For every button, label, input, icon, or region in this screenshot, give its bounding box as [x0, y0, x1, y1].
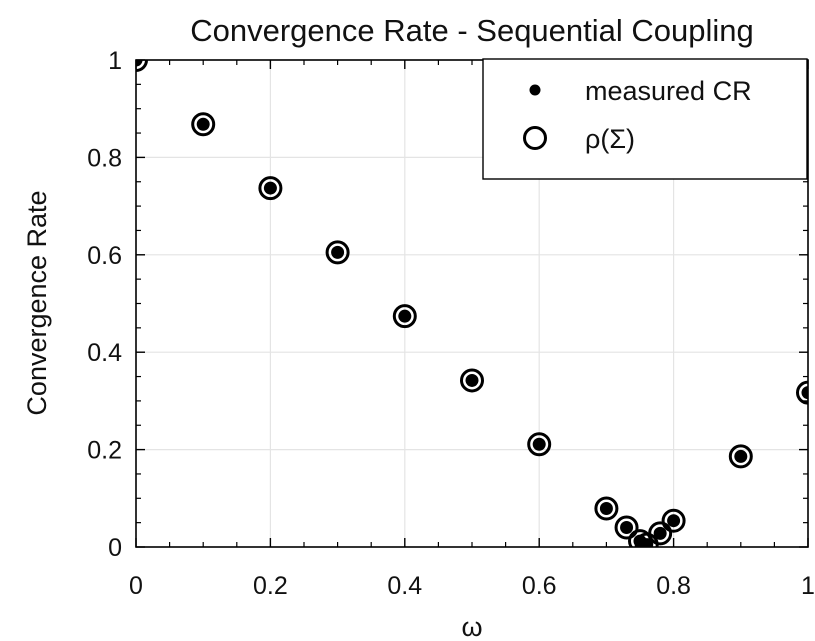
- rho-sigma-point: [258, 176, 283, 201]
- y-tick-label: 0.4: [87, 339, 122, 367]
- measured-cr-point: [465, 373, 479, 387]
- rho-sigma-point: [191, 112, 216, 137]
- y-tick-label: 0.2: [87, 437, 122, 465]
- x-tick-label: 0.2: [253, 572, 288, 600]
- rho-sigma-point: [728, 444, 753, 469]
- measured-cr-point: [263, 181, 277, 195]
- rho-sigma-point: [628, 529, 652, 547]
- data-points: [136, 60, 808, 547]
- measured-cr-point: [667, 514, 681, 528]
- y-tick-label: 0.8: [87, 144, 122, 172]
- legend-measured-marker: [529, 84, 541, 96]
- rho-sigma-point: [796, 380, 808, 405]
- rho-sigma-point: [594, 496, 619, 521]
- legend-rho-marker: [523, 126, 547, 150]
- measured-cr-point: [331, 245, 345, 259]
- x-tick-label: 0.6: [522, 572, 557, 600]
- rho-sigma-point: [325, 240, 350, 265]
- measured-cr-point: [653, 526, 667, 540]
- rho-sigma-point: [661, 508, 686, 533]
- rho-sigma-point: [527, 432, 552, 457]
- legend: measured CR ρ(Σ): [482, 58, 808, 180]
- measured-cr-point: [620, 521, 634, 535]
- measured-cr-point: [196, 117, 210, 131]
- x-tick-label: 0.4: [387, 572, 422, 600]
- rho-sigma-point: [648, 521, 673, 546]
- y-axis-label: Convergence Rate: [22, 190, 52, 415]
- rho-sigma-point: [614, 515, 639, 540]
- x-tick-label: 0.8: [656, 572, 691, 600]
- chart-title: Convergence Rate - Sequential Coupling: [190, 13, 754, 48]
- rho-sigma-point: [460, 368, 484, 393]
- measured-cr-point: [136, 60, 143, 67]
- measured-cr-point: [734, 449, 748, 463]
- legend-rho-label: ρ(Σ): [585, 124, 635, 154]
- legend-box: [482, 58, 808, 180]
- x-axis-label: ω: [461, 612, 482, 641]
- rho-sigma-point: [392, 304, 417, 329]
- y-tick-label: 0: [108, 534, 122, 562]
- y-tick-label: 0.6: [87, 242, 122, 270]
- legend-measured-label: measured CR: [585, 76, 752, 106]
- x-tick-label: 0: [129, 572, 143, 600]
- y-tick-label: 1: [108, 47, 122, 75]
- measured-cr-point: [398, 309, 412, 323]
- measured-cr-point: [532, 437, 546, 451]
- measured-cr-point: [599, 502, 613, 516]
- measured-cr-point: [801, 386, 808, 400]
- x-tick-label: 1: [801, 572, 815, 600]
